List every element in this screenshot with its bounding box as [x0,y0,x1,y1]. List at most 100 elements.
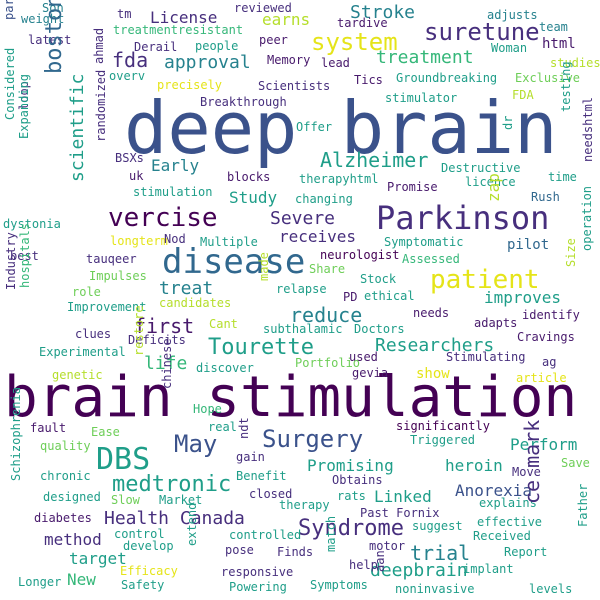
word: treatment [376,47,474,68]
word: noninvasive [395,582,475,596]
word: medtronic [112,472,232,497]
word: licence [465,175,516,189]
word: vercise [108,203,218,233]
word: method [44,530,102,549]
word: html [542,36,576,52]
word: tardive [337,16,388,30]
word: May [174,430,218,458]
word: Triggered [410,433,476,447]
word: BSXs [115,151,144,165]
word: Past Fornix [360,506,440,520]
word: therapyhtml [299,172,379,186]
word: latest [28,33,72,47]
word: quality [40,439,91,453]
word: Cant [209,317,238,331]
word: reduce [290,303,363,327]
word: overv [109,69,146,83]
word: Hope [193,402,222,416]
word: control [114,527,165,541]
word: levels [529,582,573,596]
word: Symptoms [310,578,368,592]
word: Ease [91,425,120,439]
word: explains [479,496,537,510]
word: designed [43,490,101,504]
vertical-word: scientific [67,73,88,182]
word: Linked [374,487,432,506]
word: improves [484,288,562,307]
word: treatmentresistant [113,23,244,37]
word: therapy [279,498,330,512]
word: Derail [134,40,178,54]
word: system [311,28,398,56]
word: implant [463,562,514,576]
word: target [69,549,127,568]
vertical-word: parkinsonsrsquos [2,0,16,20]
vertical-word: aan [373,550,387,572]
vertical-word: operation [580,185,594,251]
word: changing [295,192,353,206]
word: Tourette [208,335,314,360]
vertical-word: testing [559,61,573,112]
word: adapts [474,316,518,330]
word: peer [259,33,288,47]
vertical-word: made [257,252,271,281]
word: pose [225,543,254,557]
word: used [349,350,378,364]
word: lead [321,56,350,70]
word: Parkinson [376,199,550,237]
word: closed [249,487,293,501]
word: Doctors [354,322,405,336]
word: Destructive [441,161,521,175]
word: ag [542,355,557,369]
word: motor [369,539,406,553]
word: adjusts [487,8,538,22]
word: diabetes [34,511,92,525]
word: rats [337,489,366,503]
word: Move [512,465,541,479]
word: Groundbreaking [396,71,498,85]
vertical-word: needshtml [581,96,595,162]
word: uk [129,169,144,183]
word: Benefit [236,469,287,483]
vertical-word: ahmad [92,27,106,64]
word: Researchers [375,335,495,356]
word: significantly [396,419,490,433]
word: Stroke [350,2,416,23]
word: ethical [364,289,415,303]
word: discover [196,361,254,375]
word: longterm [110,234,168,248]
word: responsive [221,565,294,579]
word: Deficits [128,333,186,347]
word: studies [550,56,600,70]
word: Alzheimer [320,148,429,172]
word: Powering [229,580,287,594]
word: Son [42,1,64,15]
vertical-word: dr [501,115,515,130]
vertical-word: randomized [94,69,108,142]
word: article [516,371,567,385]
word: Impulses [89,269,147,283]
word: Woman [491,41,528,55]
word: DBS [96,442,151,477]
word: Assessed [402,252,460,266]
word: suretune [424,18,540,46]
vertical-word: ce mark [520,419,544,504]
word: gain [236,450,265,464]
word: needs [413,306,450,320]
vertical-word: zap [484,173,503,202]
vertical-word: hospitals [18,222,32,288]
word: Early [151,156,200,175]
word: Longer [18,575,62,589]
vertical-word: Size [564,238,578,267]
word: Symptomatic [384,235,464,249]
word: genetic [52,368,103,382]
vertical-word: Schizophrenia [9,387,23,481]
word: clues [75,327,112,341]
word: reviewed [234,1,292,15]
word: Share [309,262,346,276]
word: Finds [277,545,314,559]
word: effective [477,515,543,529]
word: Save [561,456,590,470]
word: show [416,366,450,382]
word: Obtains [332,473,383,487]
